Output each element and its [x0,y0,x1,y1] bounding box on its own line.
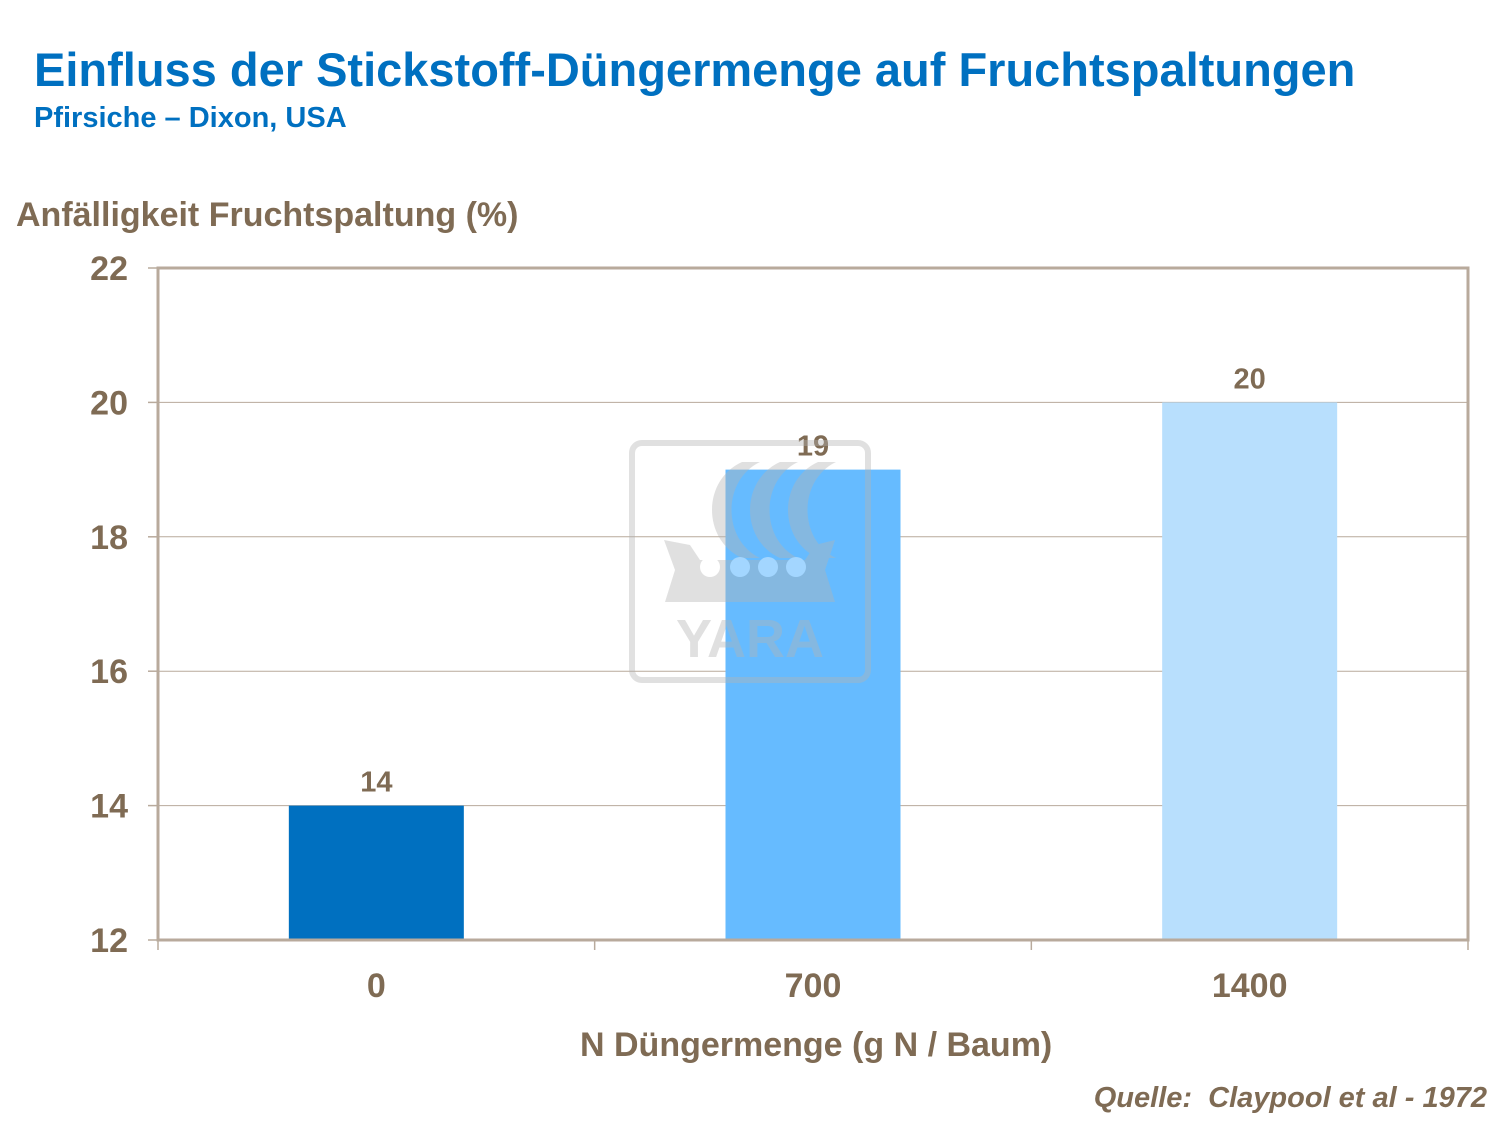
x-tick-label: 0 [367,967,386,1005]
bar-1400 [1162,402,1338,940]
source-note: Quelle: Claypool et al - 1972 [1093,1082,1487,1114]
data-label: 14 [360,767,392,799]
y-tick-label: 20 [90,384,128,422]
x-tick-label: 700 [785,967,842,1005]
chart-subtitle: Pfirsiche – Dixon, USA [34,102,347,134]
y-axis-label: Anfälligkeit Fruchtspaltung (%) [16,196,519,234]
x-tick-label: 1400 [1212,967,1288,1005]
logo-sail [750,462,798,558]
chart-title: Einfluss der Stickstoff-Düngermenge auf … [34,43,1356,96]
logo-text: YARA [676,609,824,669]
logo-shield [730,557,750,577]
bar-700 [725,469,901,940]
logo-ship [664,540,835,602]
y-tick-label: 14 [90,788,128,826]
logo-shield [786,557,806,577]
y-tick-label: 16 [90,653,128,691]
y-tick-label: 18 [90,519,128,557]
data-label: 19 [797,431,829,463]
logo-shield [700,557,720,577]
logo-sail [788,462,836,558]
y-tick-label: 22 [90,250,128,288]
logo-shield [758,557,778,577]
y-tick-label: 12 [90,922,128,960]
logo-frame [629,440,871,683]
x-axis-label: N Düngermenge (g N / Baum) [580,1026,1053,1064]
logo-sail [712,462,760,558]
data-label: 20 [1234,363,1266,395]
yara-logo-watermark: YARA [629,440,871,683]
plot-frame [156,266,1470,942]
bar-0 [288,805,464,940]
